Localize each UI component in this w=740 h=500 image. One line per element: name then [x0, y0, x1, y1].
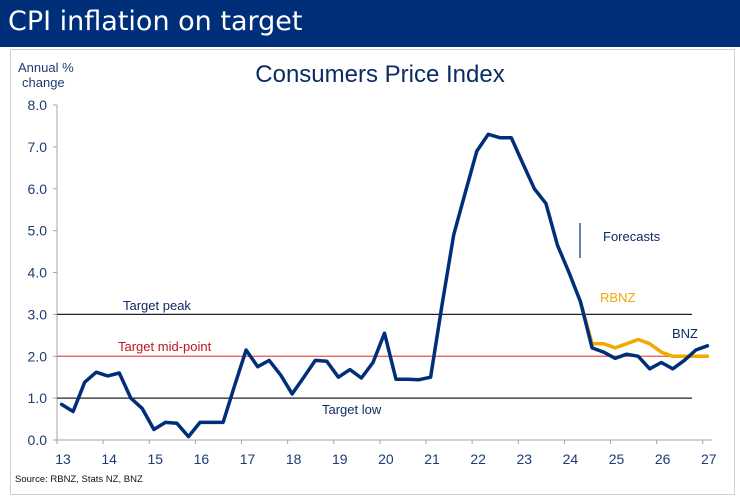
- x-tick-label: 17: [240, 451, 256, 467]
- target-mid-point-label: Target mid-point: [118, 339, 212, 354]
- y-axis-label: Annual % change: [18, 60, 88, 90]
- target-low-label: Target low: [322, 402, 382, 417]
- rbnz-forecast-line: [578, 300, 710, 359]
- actual-cpi-line: [59, 132, 583, 439]
- y-axis-label-line-1: Annual %: [18, 60, 74, 75]
- y-axis-label-line-2: change: [22, 75, 65, 90]
- x-tick-label: 16: [194, 451, 210, 467]
- x-tick-label: 19: [332, 451, 348, 467]
- y-tick-label: 0.0: [28, 432, 48, 448]
- chart-frame: [10, 49, 735, 495]
- annotations: Forecasts RBNZ BNZ Target peak Target mi…: [118, 223, 698, 417]
- slide-title: CPI inflation on target: [8, 6, 303, 37]
- y-tick-label: 8.0: [28, 97, 48, 113]
- x-tick-label: 21: [424, 451, 440, 467]
- bnz-series-label: BNZ: [672, 326, 698, 341]
- x-tick-label: 22: [470, 451, 486, 467]
- y-tick-label: 1.0: [28, 390, 48, 406]
- forecasts-label: Forecasts: [603, 229, 661, 244]
- x-tick-label: 27: [701, 451, 717, 467]
- x-tick-label: 14: [101, 451, 117, 467]
- rbnz-series-label: RBNZ: [600, 290, 635, 305]
- y-tick-label: 2.0: [28, 348, 48, 364]
- slide-banner: CPI inflation on target: [0, 0, 740, 47]
- axes: 0.0 1.0 2.0 3.0 4.0 5.0 6.0 7.0 8.0 13 14 15 16 17 18 1…: [28, 97, 717, 467]
- x-tick-label: 23: [516, 451, 532, 467]
- x-tick-label: 25: [609, 451, 625, 467]
- bnz-forecast-line: [578, 300, 710, 371]
- x-tick-label: 26: [655, 451, 671, 467]
- y-tick-label: 6.0: [28, 181, 48, 197]
- x-tick-label: 15: [147, 451, 163, 467]
- source-note: Source: RBNZ, Stats NZ, BNZ: [15, 474, 143, 485]
- y-tick-label: 3.0: [28, 306, 48, 322]
- y-tick-label: 7.0: [28, 139, 48, 155]
- x-tick-label: 24: [563, 451, 579, 467]
- x-tick-label: 20: [378, 451, 394, 467]
- y-tick-label: 4.0: [28, 265, 48, 281]
- x-tick-label: 18: [286, 451, 302, 467]
- x-tick-label: 13: [55, 451, 71, 467]
- series-lines: [59, 132, 710, 439]
- y-tick-label: 5.0: [28, 223, 48, 239]
- target-peak-label: Target peak: [123, 298, 191, 313]
- chart-title: Consumers Price Index: [255, 61, 505, 88]
